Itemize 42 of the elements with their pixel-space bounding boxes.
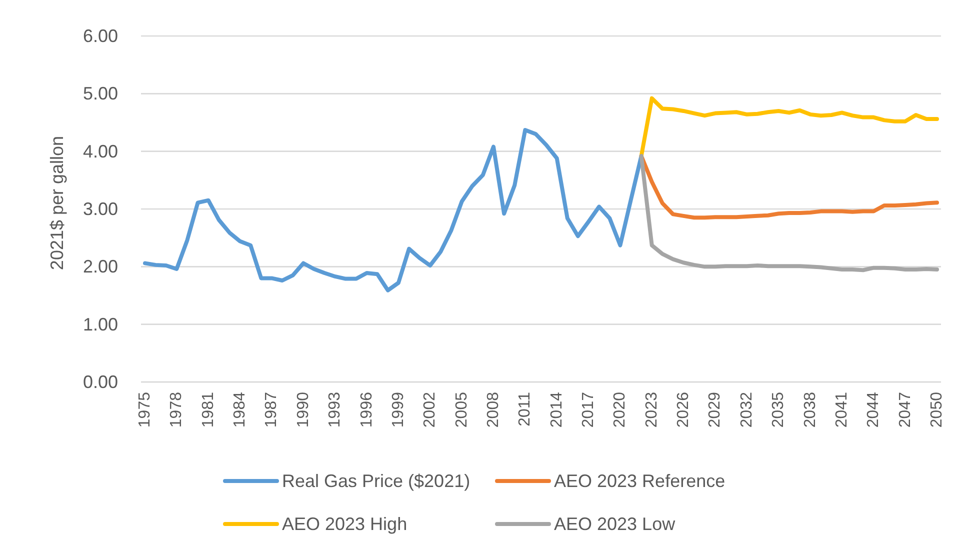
x-tick-label: 2020 bbox=[612, 392, 629, 428]
x-tick-label: 1993 bbox=[326, 392, 344, 428]
x-tick-label: 2050 bbox=[928, 392, 946, 428]
y-tick-label: 4.00 bbox=[82, 141, 118, 162]
x-tick-label: 1987 bbox=[263, 392, 280, 428]
y-tick-label: 6.00 bbox=[82, 26, 118, 46]
legend-label: AEO 2023 Reference bbox=[554, 471, 726, 491]
legend-label: Real Gas Price ($2021) bbox=[282, 471, 470, 491]
x-tick-label: 2008 bbox=[484, 392, 502, 428]
x-tick-label: 1984 bbox=[232, 392, 249, 428]
y-tick-label: 3.00 bbox=[82, 199, 118, 219]
y-tick-label: 2.00 bbox=[82, 256, 118, 277]
x-tick-label: 2023 bbox=[643, 392, 660, 428]
x-tick-label: 2014 bbox=[548, 392, 566, 428]
x-tick-label: 2032 bbox=[738, 392, 756, 428]
legend-label: AEO 2023 High bbox=[282, 514, 408, 534]
x-tick-label: 1978 bbox=[168, 392, 186, 428]
x-tick-label: 2038 bbox=[802, 392, 819, 428]
x-tick-label: 2044 bbox=[865, 392, 882, 428]
x-tick-label: 2026 bbox=[675, 392, 692, 428]
x-tick-label: 1981 bbox=[200, 392, 217, 428]
x-tick-label: 1996 bbox=[358, 392, 376, 428]
x-tick-label: 2029 bbox=[706, 392, 724, 428]
x-tick-label: 2017 bbox=[580, 392, 598, 428]
x-tick-label: 1999 bbox=[390, 392, 407, 428]
y-tick-label: 0.00 bbox=[82, 372, 118, 392]
legend-label: AEO 2023 Low bbox=[554, 514, 676, 534]
x-tick-label: 2011 bbox=[516, 392, 534, 426]
x-tick-label: 2005 bbox=[453, 392, 470, 428]
line-series bbox=[639, 154, 939, 272]
y-axis-title: 2021$ per gallon bbox=[47, 136, 67, 270]
x-tick-label: 1975 bbox=[136, 392, 154, 428]
x-tick-label: 2041 bbox=[833, 392, 850, 428]
y-tick-label: 1.00 bbox=[82, 314, 118, 334]
x-tick-label: 2035 bbox=[770, 392, 788, 428]
x-tick-label: 1990 bbox=[294, 392, 312, 428]
y-tick-label: 5.00 bbox=[82, 84, 118, 104]
line-series bbox=[639, 154, 939, 220]
x-tick-label: 2047 bbox=[896, 392, 914, 428]
line-series bbox=[143, 128, 644, 292]
line-series bbox=[639, 96, 939, 158]
x-tick-label: 2002 bbox=[422, 392, 439, 428]
